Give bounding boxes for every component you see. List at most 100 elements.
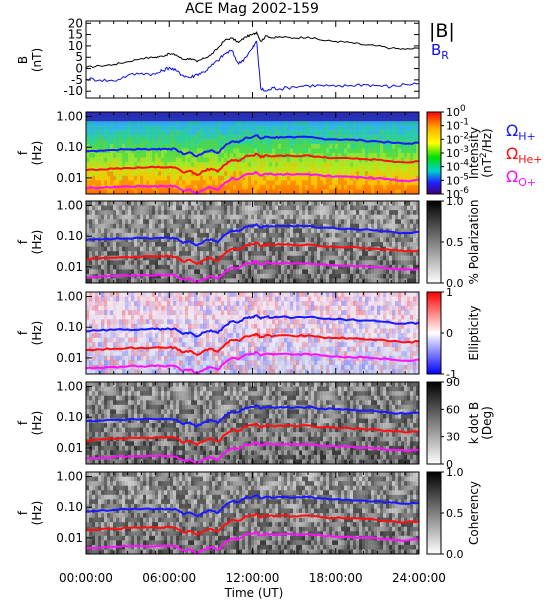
intensity-cell bbox=[206, 175, 210, 181]
polarization-cell bbox=[308, 205, 312, 211]
ellipticity-cell bbox=[173, 346, 177, 352]
polarization-cell bbox=[125, 232, 129, 238]
polarization-cell bbox=[104, 237, 108, 243]
intensity-cell bbox=[386, 162, 390, 167]
ellipticity-cell bbox=[113, 328, 117, 334]
polarization-cell bbox=[383, 205, 387, 211]
polarization-cell bbox=[137, 210, 141, 215]
polarization-cell bbox=[239, 219, 243, 225]
intensity-cell bbox=[347, 153, 351, 158]
polarization-cell bbox=[227, 228, 231, 234]
intensity-cell bbox=[179, 134, 183, 140]
polarization-cell bbox=[167, 210, 171, 215]
intensity-cell bbox=[326, 125, 330, 131]
intensity-cell bbox=[245, 112, 249, 117]
intensity-cell bbox=[194, 166, 198, 172]
intensity-cell bbox=[203, 180, 207, 186]
intensity-colorbar-tick-label: 10-4 bbox=[446, 159, 469, 174]
polarization-cell bbox=[374, 205, 378, 211]
polarization-cell bbox=[146, 269, 150, 275]
polarization-cell bbox=[410, 232, 414, 238]
intensity-cell bbox=[116, 153, 120, 158]
ellipticity-cell bbox=[185, 346, 189, 352]
ellipticity-cell bbox=[203, 355, 207, 361]
polarization-cell bbox=[377, 269, 381, 275]
polarization-cell bbox=[410, 210, 414, 215]
polarization-cell bbox=[164, 201, 168, 206]
polarization-cell bbox=[107, 232, 111, 238]
polarization-cell bbox=[185, 264, 189, 270]
polarization-cell bbox=[341, 205, 345, 211]
intensity-cell bbox=[131, 180, 135, 186]
polarization-cell bbox=[278, 264, 282, 270]
intensity-cell bbox=[392, 171, 396, 177]
intensity-cell bbox=[272, 112, 276, 117]
intensity-cell bbox=[173, 184, 177, 190]
intensity-cell bbox=[191, 125, 195, 131]
ellipticity-cell bbox=[92, 323, 96, 329]
intensity-cell bbox=[161, 189, 165, 195]
intensity-cell bbox=[206, 180, 210, 186]
intensity-cell bbox=[188, 112, 192, 117]
polarization-cell bbox=[215, 205, 219, 211]
polarization-cell bbox=[251, 255, 255, 261]
intensity-cell bbox=[407, 184, 411, 190]
polarization-cell bbox=[224, 264, 228, 270]
polarization-cell bbox=[137, 269, 141, 275]
ellipticity-cell bbox=[167, 301, 171, 306]
polarization-cell bbox=[110, 246, 114, 252]
polarization-cell bbox=[107, 223, 111, 229]
polarization-cell bbox=[320, 269, 324, 275]
polarization-cell bbox=[158, 210, 162, 215]
intensity-cell bbox=[278, 184, 282, 190]
intensity-cell bbox=[269, 121, 273, 126]
intensity-cell bbox=[128, 153, 132, 158]
intensity-cell bbox=[329, 116, 333, 122]
intensity-cell bbox=[311, 143, 315, 149]
intensity-cell bbox=[185, 121, 189, 126]
ellipticity-cell bbox=[140, 296, 144, 302]
polarization-cell bbox=[92, 223, 96, 229]
polarization-cell bbox=[401, 255, 405, 261]
intensity-cell bbox=[410, 148, 414, 154]
ellipticity-cell bbox=[116, 301, 120, 306]
ellipticity-cell bbox=[152, 323, 156, 329]
polarization-cell bbox=[299, 210, 303, 215]
polarization-cell bbox=[149, 210, 153, 215]
polarization-cell bbox=[176, 278, 180, 284]
polarization-cell bbox=[293, 214, 297, 220]
polarization-cell bbox=[410, 242, 414, 247]
ellipticity-cell bbox=[134, 342, 138, 347]
polarization-cell bbox=[182, 232, 186, 238]
ellipticity-cell bbox=[176, 301, 180, 306]
ellipticity-cell bbox=[194, 314, 198, 320]
intensity-cell bbox=[224, 189, 228, 195]
intensity-cell bbox=[113, 153, 117, 158]
polarization-cell bbox=[200, 205, 204, 211]
intensity-cell bbox=[383, 148, 387, 154]
intensity-cell bbox=[275, 130, 279, 136]
intensity-cell bbox=[182, 162, 186, 167]
polarization-cell bbox=[191, 237, 195, 243]
intensity-cell bbox=[290, 189, 294, 195]
polarization-cell bbox=[263, 201, 267, 206]
ellipticity-cell bbox=[98, 337, 102, 343]
intensity-cell bbox=[299, 121, 303, 126]
polarization-cell bbox=[218, 246, 222, 252]
polarization-cell bbox=[410, 201, 414, 206]
intensity-cell bbox=[377, 189, 381, 195]
intensity-cell bbox=[359, 180, 363, 186]
ellipticity-cell bbox=[200, 360, 204, 366]
intensity-cell bbox=[332, 153, 336, 158]
polarization-cell bbox=[233, 210, 237, 215]
intensity-cell bbox=[107, 130, 111, 136]
polarization-cell bbox=[203, 251, 207, 256]
intensity-cell bbox=[269, 166, 273, 172]
intensity-cell bbox=[308, 157, 312, 163]
intensity-cell bbox=[215, 166, 219, 172]
ellipticity-cell bbox=[146, 319, 150, 325]
polarization-cell bbox=[128, 278, 132, 284]
polarization-cell bbox=[362, 255, 366, 261]
intensity-cell bbox=[239, 112, 243, 117]
ellipticity-cell bbox=[206, 301, 210, 306]
